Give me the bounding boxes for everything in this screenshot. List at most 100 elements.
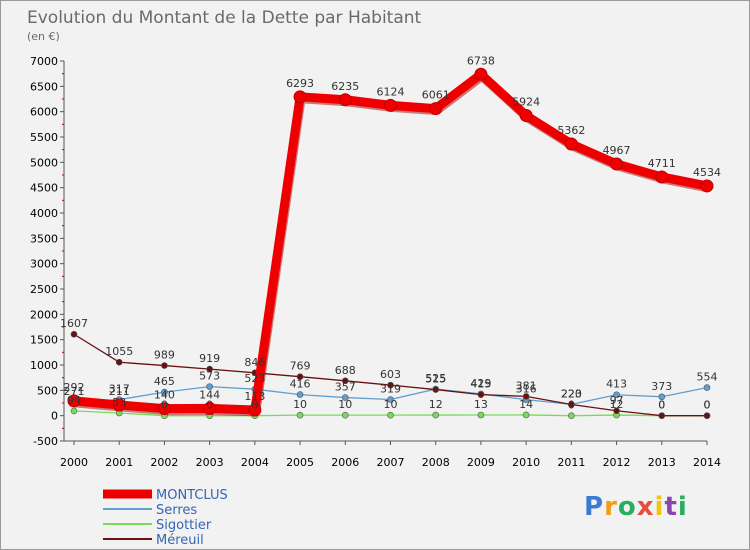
y-tick-label: 0 [51,410,58,423]
data-point [703,412,711,419]
data-label: 140 [154,389,175,402]
data-point [387,396,394,403]
data-label: 0 [161,399,168,412]
data-point [157,402,171,416]
data-point [703,384,711,391]
legend-label: Serres [156,503,197,518]
data-point [341,394,349,401]
data-label: 373 [651,380,672,393]
logo-letter: r [604,492,618,522]
data-labels: 271 317 465 573 523 416 357 319 525 429 316 223 413 3… [60,54,721,411]
data-label: 144 [199,388,220,401]
y-tick-label: 7000 [30,55,58,68]
data-label: 94 [67,394,81,407]
data-label: 846 [244,356,265,369]
x-tick-label: 2014 [693,456,721,469]
data-point [474,67,488,81]
data-label: 0 [658,399,665,412]
data-label: 429 [470,377,491,390]
data-label: 1607 [60,317,88,330]
data-point [206,383,213,390]
data-point [568,401,575,408]
logo-letter: t [664,492,677,522]
x-tick-label: 2001 [105,456,133,469]
data-point [522,393,530,400]
data-label: 0 [704,399,711,412]
data-point [293,90,307,104]
data-point [658,412,666,419]
series-line-shadow [74,71,709,417]
x-tick-label: 2009 [467,456,495,469]
data-point [613,391,620,399]
data-point [296,411,304,419]
chart-subtitle: (en €) [27,30,60,43]
data-point [477,411,485,419]
y-tick-label: 2000 [30,308,58,321]
data-label: 4534 [693,166,721,179]
data-label: 10 [293,398,307,411]
axes: -500050010001500200025003000350040004500… [30,55,721,469]
y-tick-label: 4500 [30,182,58,195]
y-tick-label: 6500 [30,80,58,93]
data-label: 5924 [512,96,540,109]
data-label: 465 [154,375,175,388]
data-label: 6061 [422,89,450,102]
data-point [564,137,578,151]
data-label: 1055 [105,345,133,358]
data-label: 5362 [557,124,585,137]
data-label: 271 [64,385,85,398]
x-tick-label: 2010 [512,456,540,469]
x-tick-label: 2013 [648,456,676,469]
data-point [519,109,533,123]
data-label: 4711 [648,157,676,170]
logo-letter: i [678,492,688,522]
data-label: 53 [112,396,126,409]
plot-area [67,67,714,419]
y-tick-label: 1500 [30,334,58,347]
data-label: 12 [610,398,624,411]
data-point [67,394,81,408]
data-label: 381 [516,379,537,392]
data-label: 317 [109,383,130,396]
data-label: 989 [154,349,175,362]
y-tick-label: 3000 [30,258,58,271]
logo-letter: x [637,492,655,522]
data-point [432,411,440,419]
data-point [70,407,78,415]
data-label: 416 [290,378,311,391]
y-tick-label: 5000 [30,156,58,169]
data-point [432,386,440,393]
data-label: 6293 [286,77,314,90]
data-point [248,403,262,417]
data-point [387,381,394,389]
x-tick-label: 2000 [60,456,88,469]
data-label: 413 [606,378,627,391]
data-label: 6235 [331,80,359,93]
data-label: 0 [658,399,665,412]
x-tick-label: 2007 [377,456,405,469]
data-label: 0 [251,399,258,412]
data-label: 97 [610,394,624,407]
data-label: 357 [335,381,356,394]
data-point [387,411,394,419]
proxiti-logo: Proxiti [584,492,688,522]
data-point [655,170,669,184]
data-label: 0 [568,399,575,412]
data-label: 14 [519,398,533,411]
data-label: 573 [199,370,220,383]
y-tick-label: 2500 [30,283,58,296]
data-label: 0 [206,399,213,412]
data-point [568,412,575,419]
data-label: 13 [474,398,488,411]
y-tick-label: 1000 [30,359,58,372]
y-tick-label: -500 [33,435,58,448]
logo-letter: o [618,492,637,522]
data-label: 769 [290,360,311,373]
x-tick-label: 2005 [286,456,314,469]
data-point [161,362,168,369]
legend-label: Sigottier [156,518,212,533]
data-point [115,358,123,366]
data-label: 223 [561,387,582,400]
